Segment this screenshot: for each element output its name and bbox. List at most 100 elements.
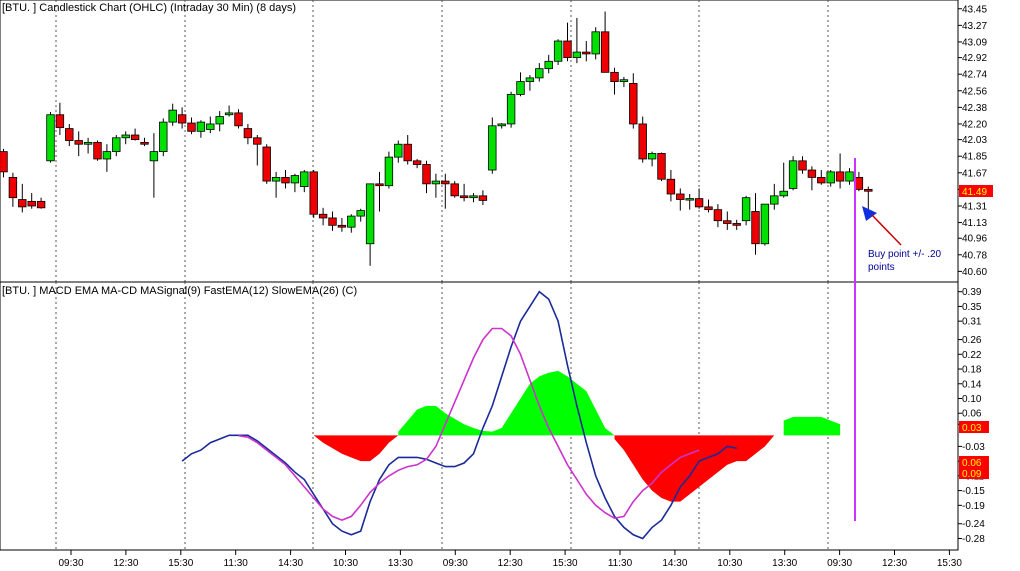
candle bbox=[394, 140, 403, 163]
price-y-tick-label: 42.56 bbox=[962, 86, 987, 97]
candle-body-down bbox=[817, 176, 826, 184]
candle bbox=[751, 193, 760, 255]
candle-body-up bbox=[168, 109, 177, 123]
candle bbox=[422, 160, 431, 194]
candle-body-down bbox=[723, 220, 732, 224]
candle bbox=[506, 91, 516, 128]
histogram-badge-value: 0.03 bbox=[962, 423, 982, 434]
candle-body-down bbox=[732, 223, 741, 226]
candle bbox=[459, 183, 469, 202]
macd-y-tick-label: 0.06 bbox=[962, 409, 982, 420]
candle bbox=[694, 188, 704, 209]
candle-body-down bbox=[253, 137, 262, 145]
price-badge-value: 41.49 bbox=[962, 187, 987, 198]
candle bbox=[243, 123, 253, 145]
candle-body-up bbox=[770, 195, 779, 205]
candle bbox=[365, 183, 375, 266]
signal-badge-value: 0.06 bbox=[962, 458, 982, 469]
candle bbox=[140, 137, 149, 147]
candle-body-down bbox=[187, 122, 196, 132]
candle-body-down bbox=[441, 180, 450, 185]
candle-body-up bbox=[394, 143, 403, 158]
macd-y-tick-label: -0.15 bbox=[962, 486, 985, 497]
x-axis-tick-label: 12:30 bbox=[882, 558, 907, 569]
candle bbox=[159, 118, 168, 157]
candle bbox=[666, 170, 676, 202]
candle bbox=[196, 120, 206, 138]
candle bbox=[187, 117, 196, 135]
candle-body-down bbox=[666, 178, 676, 195]
candle-body-up bbox=[591, 31, 600, 55]
candle bbox=[619, 76, 629, 88]
candle-body-down bbox=[234, 112, 243, 127]
candle-body-down bbox=[65, 128, 74, 141]
candle bbox=[798, 156, 807, 174]
candle bbox=[55, 102, 65, 136]
candle bbox=[685, 193, 694, 210]
candle-body-up bbox=[356, 210, 365, 217]
candle-body-down bbox=[694, 198, 704, 208]
candle-body-down bbox=[18, 199, 27, 208]
candle bbox=[65, 123, 74, 147]
candle-body-up bbox=[826, 171, 835, 184]
candle bbox=[46, 111, 55, 163]
candle bbox=[741, 195, 751, 226]
candle bbox=[704, 199, 713, 213]
candle bbox=[450, 181, 459, 198]
candle-body-up bbox=[290, 175, 300, 184]
buy-point-note-line1: Buy point +/- .20 bbox=[868, 249, 942, 260]
candle-body-down bbox=[422, 164, 431, 185]
candle-body-down bbox=[262, 146, 271, 182]
candle bbox=[412, 158, 422, 169]
candle-body-down bbox=[450, 183, 459, 197]
candle-body-down bbox=[177, 114, 187, 124]
candle-body-up bbox=[102, 151, 112, 160]
candle bbox=[770, 183, 779, 210]
x-axis-tick-label: 12:30 bbox=[113, 558, 138, 569]
macd-panel: 0.39 0.35 0.31 0.26 0.22 0.18 0.14 0.10 0.06 0.03… bbox=[0, 281, 985, 551]
price-y-tick-label: 43.27 bbox=[962, 21, 987, 32]
x-axis-tick-label: 13:30 bbox=[772, 558, 797, 569]
price-y-tick-label: 42.38 bbox=[962, 103, 987, 114]
buy-point-note-line2: points bbox=[868, 262, 895, 273]
x-axis-tick-label: 15:30 bbox=[553, 558, 578, 569]
candle bbox=[760, 203, 770, 246]
candle-body-up bbox=[516, 81, 525, 95]
candle-body-down bbox=[835, 171, 845, 182]
candle bbox=[234, 109, 243, 129]
candle-body-down bbox=[563, 40, 572, 59]
candle-body-up bbox=[112, 137, 121, 152]
candle bbox=[375, 171, 384, 212]
x-axis-tick-label: 09:30 bbox=[58, 558, 83, 569]
candle-body-down bbox=[412, 160, 422, 165]
candle-body-up bbox=[535, 68, 544, 79]
x-axis-tick-label: 14:30 bbox=[278, 558, 303, 569]
candle bbox=[478, 190, 488, 206]
macd-y-tick-label: 0.35 bbox=[962, 302, 982, 313]
candle-body-up bbox=[469, 195, 478, 199]
candle bbox=[309, 170, 318, 218]
candle bbox=[638, 116, 647, 163]
candle bbox=[488, 117, 497, 174]
candle-body-down bbox=[318, 213, 328, 219]
candle bbox=[525, 75, 535, 91]
price-panel-title: [BTU. ] Candlestick Chart (OHLC) (Intrad… bbox=[2, 2, 296, 14]
candle bbox=[328, 211, 337, 231]
macd-y-tick-label: 0.10 bbox=[962, 394, 982, 405]
candle-body-down bbox=[36, 200, 46, 209]
candle bbox=[826, 170, 835, 187]
candle-body-down bbox=[638, 123, 647, 160]
candle-body-down bbox=[281, 176, 290, 184]
candle bbox=[0, 148, 8, 178]
candle-body-down bbox=[0, 151, 8, 173]
candle-body-down bbox=[807, 169, 817, 178]
macd-y-tick-label: 0.26 bbox=[962, 335, 982, 346]
price-y-tick-label: 40.60 bbox=[962, 267, 987, 278]
candle bbox=[356, 208, 365, 222]
candle bbox=[206, 116, 215, 134]
candle-body-up bbox=[525, 77, 535, 82]
candle-body-down bbox=[130, 134, 140, 141]
candle-body-down bbox=[751, 211, 760, 245]
candle-body-down bbox=[704, 206, 713, 211]
